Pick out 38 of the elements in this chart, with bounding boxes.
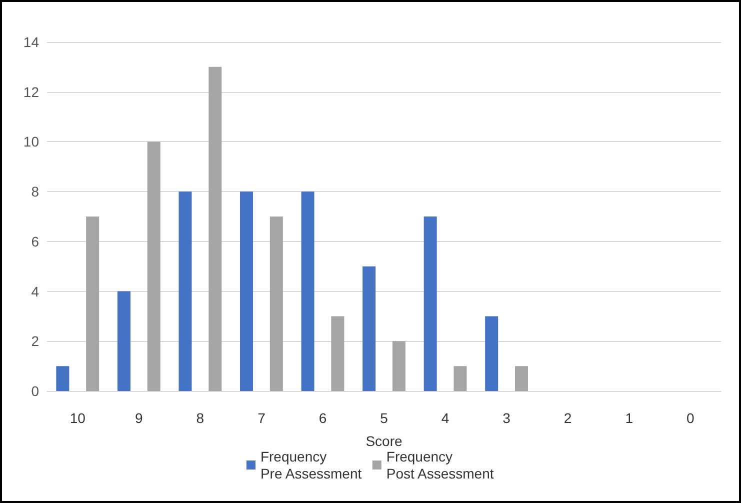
bar	[117, 291, 130, 391]
bar	[240, 192, 254, 391]
y-tick-label: 4	[31, 283, 40, 300]
bar	[178, 192, 192, 391]
bar	[454, 366, 467, 391]
x-tick-label: 5	[380, 410, 388, 426]
bar	[485, 316, 498, 391]
bar	[301, 192, 314, 391]
y-tick-label: 0	[31, 383, 40, 399]
bar	[147, 142, 160, 391]
y-tick-label: 6	[31, 233, 40, 250]
bar	[270, 216, 283, 391]
bar	[514, 366, 528, 391]
y-tick-label: 2	[31, 333, 40, 350]
bar	[56, 366, 70, 391]
y-tick-label: 14	[23, 34, 40, 50]
y-tick-label: 8	[31, 184, 40, 200]
legend-label: Frequency Post Assessment	[386, 448, 494, 482]
x-tick-label: 3	[502, 410, 511, 426]
bar	[424, 216, 437, 391]
x-tick-label: 9	[135, 410, 144, 426]
x-tick-label: 8	[196, 410, 204, 426]
bar	[208, 66, 222, 391]
y-tick-label: 12	[23, 84, 40, 100]
bar	[392, 341, 406, 391]
x-tick-label: 10	[70, 410, 86, 426]
x-tick-label: 1	[625, 410, 634, 426]
y-tick-label: 10	[23, 134, 40, 150]
x-tick-label: 7	[258, 410, 266, 426]
bar	[362, 266, 376, 391]
x-tick-label: 2	[564, 410, 572, 426]
x-tick-label: 0	[686, 410, 694, 426]
x-tick-label: 4	[441, 410, 450, 426]
bar	[331, 316, 344, 391]
legend-label: Frequency Pre Assessment	[260, 448, 362, 482]
x-axis-title: Score	[366, 433, 402, 449]
x-tick-label: 6	[318, 410, 327, 426]
bar	[86, 216, 100, 391]
